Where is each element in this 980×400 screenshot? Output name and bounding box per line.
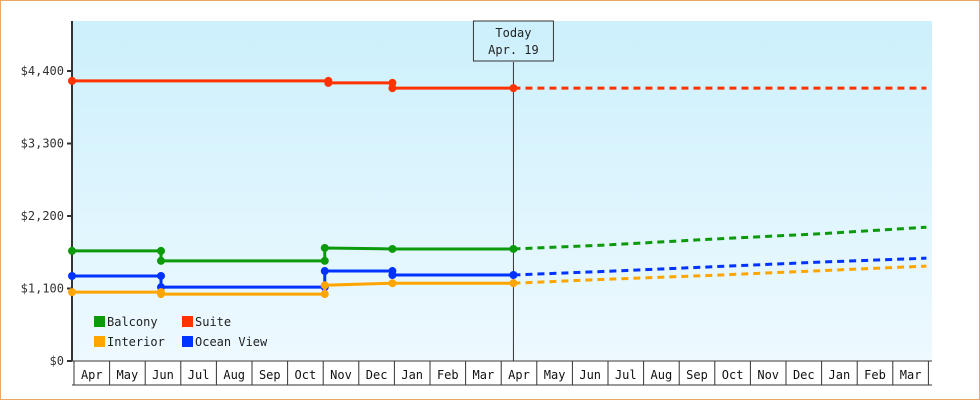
svg-text:Today: Today — [495, 26, 531, 40]
y-tick-label: $2,200 — [21, 209, 64, 223]
x-month-label: Apr — [508, 368, 530, 382]
x-month-label: Aug — [651, 368, 673, 382]
x-month-label: Feb — [864, 368, 886, 382]
data-point[interactable] — [388, 279, 397, 288]
data-point[interactable] — [68, 271, 76, 280]
data-point[interactable] — [68, 288, 76, 297]
y-tick-label: $4,400 — [21, 64, 64, 78]
x-month-label: Sep — [259, 368, 281, 382]
svg-text:Apr. 19: Apr. 19 — [488, 43, 539, 57]
data-point[interactable] — [509, 270, 518, 279]
data-point[interactable] — [157, 271, 165, 280]
data-point[interactable] — [320, 281, 329, 290]
x-month-label: Feb — [437, 368, 459, 382]
data-point[interactable] — [320, 256, 329, 265]
x-month-label: Oct — [722, 368, 744, 382]
data-point[interactable] — [320, 290, 329, 299]
x-month-label: Sep — [686, 368, 708, 382]
x-month-label: Nov — [330, 368, 352, 382]
series-forecast-line — [513, 264, 927, 285]
x-month-label: Jan — [401, 368, 423, 382]
x-month-label: Jul — [615, 368, 637, 382]
y-axis: $0 $1,100 $2,200 $3,300 $4,400 — [21, 21, 73, 368]
data-point[interactable] — [157, 246, 165, 255]
data-point[interactable] — [388, 244, 397, 253]
data-point[interactable] — [509, 244, 518, 253]
x-month-label: May — [117, 368, 139, 382]
data-point[interactable] — [509, 84, 518, 93]
legend-swatch — [182, 316, 193, 327]
legend-swatch — [94, 316, 105, 327]
x-month-label: Jun — [579, 368, 601, 382]
data-point[interactable] — [157, 290, 165, 299]
series-forecast-line — [513, 256, 927, 277]
x-axis: Apr May Jun Jul Aug Sep Oct Nov Dec Jan Feb Mar Apr M… — [72, 360, 932, 386]
today-marker: Today Apr. 19 — [472, 20, 554, 361]
y-tick-label: $1,100 — [21, 282, 64, 296]
x-month-label: Jul — [188, 368, 210, 382]
data-point[interactable] — [509, 279, 518, 288]
x-month-label: Dec — [793, 368, 815, 382]
data-point[interactable] — [388, 270, 397, 279]
series-history-line — [72, 79, 514, 90]
legend-label: Balcony — [107, 315, 158, 329]
data-point[interactable] — [388, 84, 397, 93]
legend-swatch — [94, 336, 105, 347]
x-month-label: Nov — [757, 368, 779, 382]
x-month-label: Jan — [829, 368, 851, 382]
x-month-label: Mar — [473, 368, 495, 382]
series-lines — [68, 76, 927, 299]
legend-label: Suite — [195, 315, 231, 329]
data-point[interactable] — [320, 267, 329, 276]
x-month-label: Apr — [81, 368, 103, 382]
x-month-label: May — [544, 368, 566, 382]
legend: Balcony Suite Interior Ocean View — [94, 315, 268, 349]
data-point[interactable] — [68, 246, 76, 255]
x-month-label: Jun — [152, 368, 174, 382]
legend-label: Interior — [107, 335, 165, 349]
plot-area — [72, 21, 932, 360]
x-month-label: Mar — [900, 368, 922, 382]
x-month-label: Oct — [295, 368, 317, 382]
x-month-label: Dec — [366, 368, 388, 382]
data-point[interactable] — [157, 256, 165, 265]
y-tick-label: $3,300 — [21, 137, 64, 151]
data-point[interactable] — [320, 243, 329, 252]
series-forecast-line — [513, 225, 927, 251]
legend-swatch — [182, 336, 193, 347]
data-point[interactable] — [324, 78, 333, 87]
data-point[interactable] — [68, 76, 76, 85]
legend-label: Ocean View — [195, 335, 268, 349]
x-month-label: Aug — [223, 368, 245, 382]
y-tick-label: $0 — [50, 354, 64, 368]
